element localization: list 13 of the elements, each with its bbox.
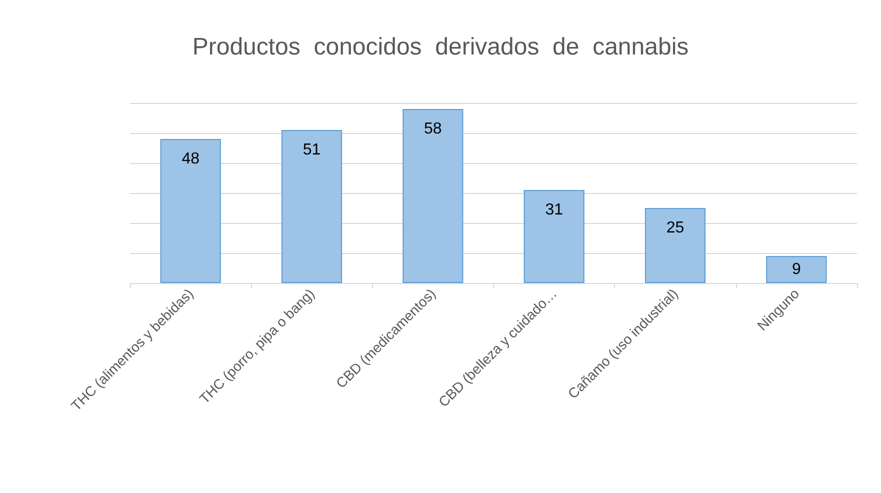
data-label: 48 xyxy=(182,150,200,168)
chart-title: Productos conocidos derivados de cannabis xyxy=(192,34,689,60)
data-label: 25 xyxy=(666,220,684,236)
data-label: 9 xyxy=(792,261,801,278)
bar xyxy=(524,190,584,283)
bar xyxy=(281,130,342,283)
data-label: 31 xyxy=(545,202,564,218)
bar xyxy=(766,256,827,283)
bar xyxy=(402,109,464,283)
bar xyxy=(160,139,221,283)
bar xyxy=(644,208,706,283)
data-label: 58 xyxy=(424,120,442,138)
data-label: 51 xyxy=(302,142,321,158)
